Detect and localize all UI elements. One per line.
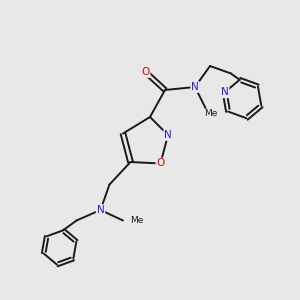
- Text: N: N: [191, 82, 199, 92]
- Text: O: O: [141, 67, 150, 77]
- Text: N: N: [221, 87, 229, 97]
- Text: N: N: [164, 130, 172, 140]
- Text: Me: Me: [130, 216, 144, 225]
- Text: Me: Me: [204, 109, 218, 118]
- Text: O: O: [156, 158, 165, 169]
- Text: N: N: [97, 205, 104, 215]
